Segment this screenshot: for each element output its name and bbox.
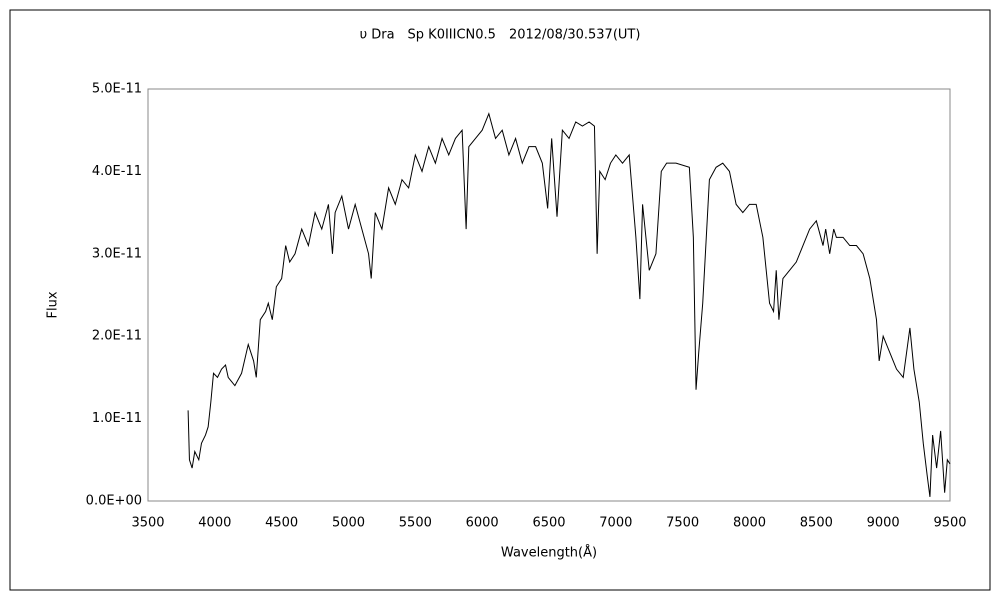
y-tick-label: 5.0E-11: [92, 82, 142, 97]
x-tick-label: 7000: [599, 516, 632, 531]
x-tick-label: 5000: [332, 516, 365, 531]
x-tick-label: 8500: [800, 516, 833, 531]
y-tick-label: 1.0E-11: [92, 411, 142, 426]
x-tick-label: 5500: [399, 516, 432, 531]
y-tick-label: 4.0E-11: [92, 164, 142, 179]
chart-title: υ Dra Sp K0IIICN0.5 2012/08/30.537(UT): [360, 28, 641, 43]
x-tick-label: 4500: [265, 516, 298, 531]
x-tick-label: 7500: [666, 516, 699, 531]
spectrum-line: [187, 112, 951, 497]
x-tick-label: 6000: [466, 516, 499, 531]
y-tick-label: 0.0E+00: [86, 494, 142, 509]
x-tick-label: 3500: [131, 516, 164, 531]
x-tick-label: 8000: [733, 516, 766, 531]
x-axis-label: Wavelength(Å): [501, 545, 597, 561]
x-tick-label: 4000: [198, 516, 231, 531]
x-tick-label: 9500: [933, 516, 966, 531]
x-tick-label: 9000: [867, 516, 900, 531]
y-tick-label: 3.0E-11: [92, 246, 142, 261]
plot-frame: [147, 88, 951, 502]
y-axis-label: Flux: [46, 291, 61, 318]
x-tick-label: 6500: [532, 516, 565, 531]
y-tick-label: 2.0E-11: [92, 329, 142, 344]
chart-border: [9, 9, 991, 591]
